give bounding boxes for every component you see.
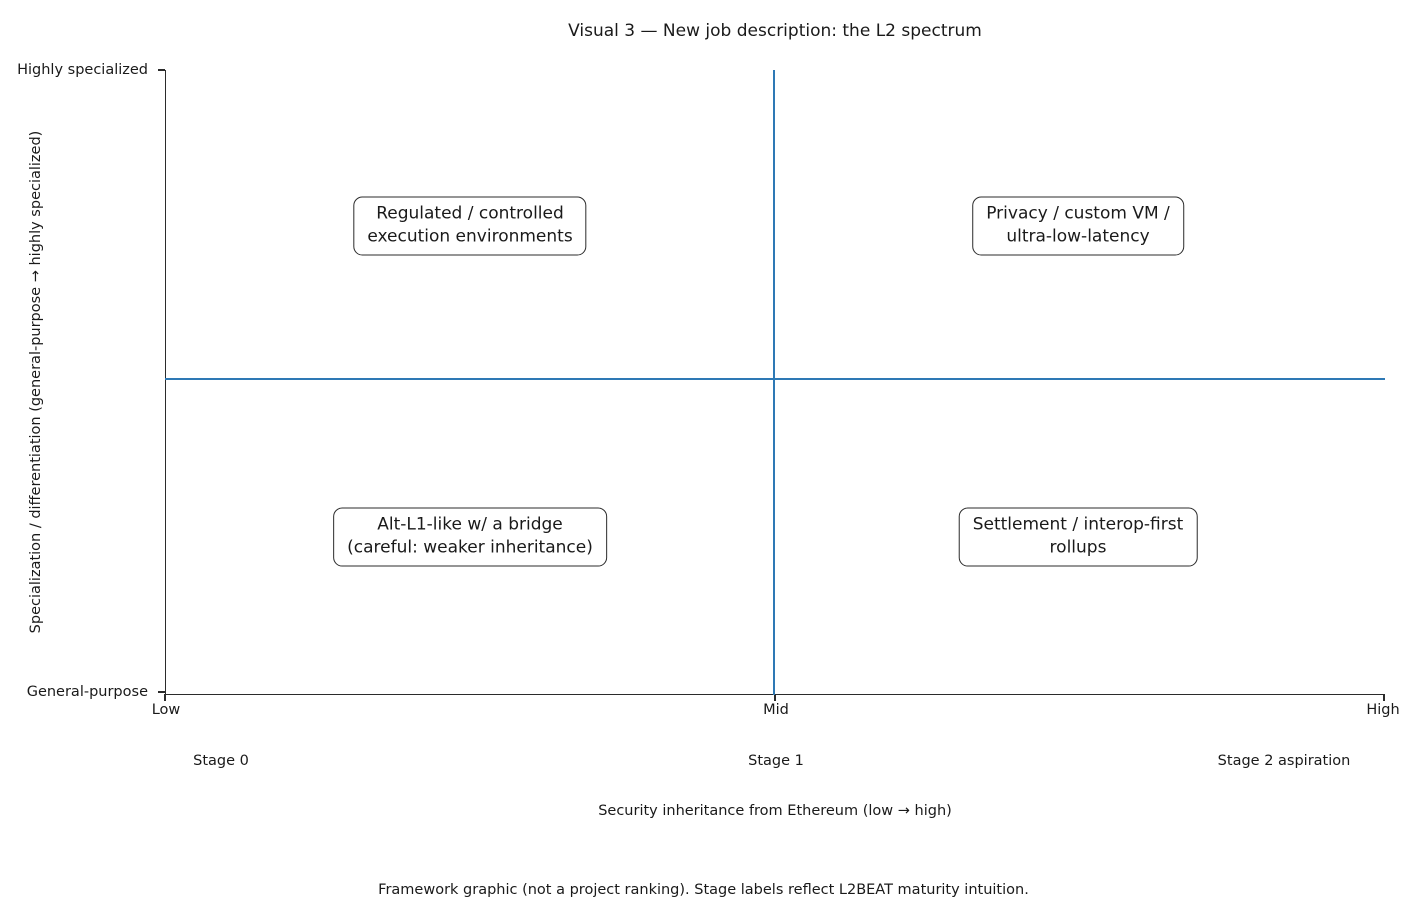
y-tick-top bbox=[158, 69, 165, 71]
chart-title: Visual 3 — New job description: the L2 s… bbox=[568, 21, 982, 41]
x-tick-low bbox=[164, 694, 166, 701]
x-tick-label-low: Low bbox=[151, 702, 181, 718]
crosshair-vertical-line bbox=[773, 70, 775, 695]
quadrant-box-top-left: Regulated / controlled execution environ… bbox=[353, 196, 587, 256]
quadrant-box-bottom-left: Alt-L1-like w/ a bridge (careful: weaker… bbox=[333, 507, 607, 567]
y-tick-label-bottom: General-purpose bbox=[26, 684, 148, 700]
footnote: Framework graphic (not a project ranking… bbox=[378, 882, 1029, 898]
x-axis-label: Security inheritance from Ethereum (low … bbox=[598, 803, 952, 819]
plot-area bbox=[165, 70, 1385, 695]
y-axis-label: Specialization / differentiation (genera… bbox=[28, 130, 44, 634]
x-tick-label-mid: Mid bbox=[763, 702, 789, 718]
crosshair-horizontal-line bbox=[165, 378, 1385, 380]
quadrant-box-top-right: Privacy / custom VM / ultra-low-latency bbox=[972, 196, 1184, 256]
x-tick-high bbox=[1383, 694, 1385, 701]
y-tick-label-top: Highly specialized bbox=[17, 62, 148, 78]
y-tick-bottom bbox=[158, 691, 165, 693]
stage-label-0: Stage 0 bbox=[193, 753, 249, 769]
x-tick-mid bbox=[774, 694, 776, 701]
x-tick-label-high: High bbox=[1366, 702, 1400, 718]
stage-label-1: Stage 1 bbox=[748, 753, 804, 769]
stage-label-2: Stage 2 aspiration bbox=[1217, 753, 1351, 769]
quadrant-box-bottom-right: Settlement / interop-first rollups bbox=[958, 507, 1198, 567]
